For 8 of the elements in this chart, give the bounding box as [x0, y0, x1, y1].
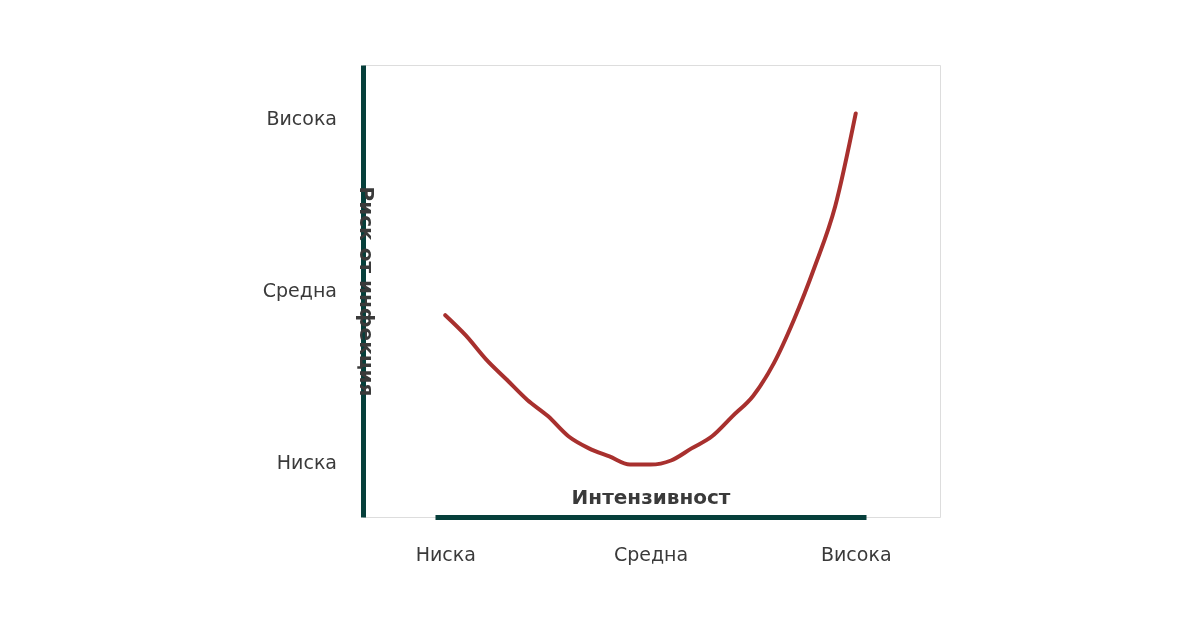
x-tick-label: Ниска	[415, 542, 476, 565]
y-axis-title: Риск от инфекция	[354, 186, 379, 397]
text: Висока	[266, 107, 337, 129]
x-tick-label: Висока	[820, 542, 892, 565]
text: Средна	[262, 279, 337, 301]
x-tick-label: Средна	[613, 542, 689, 565]
text: Ниска	[276, 451, 337, 473]
x-axis-title: Интензивност	[571, 484, 731, 509]
